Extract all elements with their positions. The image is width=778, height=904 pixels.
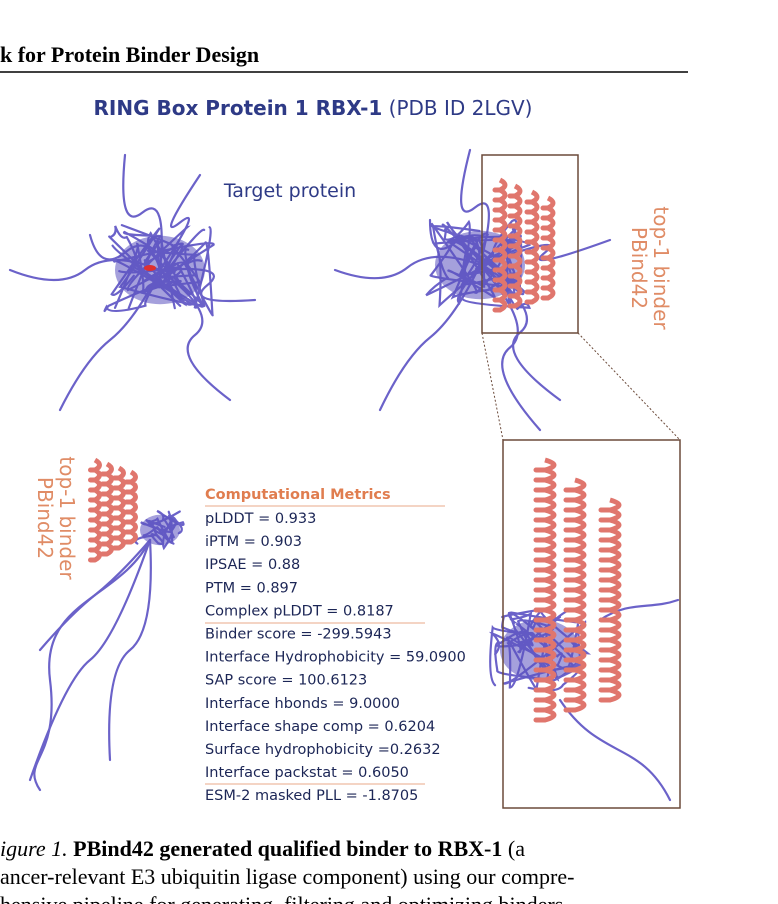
binder-label-right: PBind42 top-1 binder xyxy=(627,206,673,330)
protein-tail xyxy=(108,538,152,762)
running-header: k for Protein Binder Design xyxy=(0,42,259,67)
zoom-box xyxy=(502,439,681,809)
binder-helix xyxy=(563,477,587,713)
binder-helix xyxy=(492,177,508,313)
metrics-list: pLDDT = 0.933 iPTM = 0.903 IPSAE = 0.88 PTM… xyxy=(205,511,466,804)
binder-helix xyxy=(100,461,114,557)
metric-line: Surface hydrophobicity =0.2632 xyxy=(205,742,441,758)
caption-line: ancer-relevant E3 ubiquitin ligase compo… xyxy=(0,864,574,889)
figure-title-bold: RING Box Protein 1 RBX-1 xyxy=(94,96,383,120)
metric-line: pLDDT = 0.933 xyxy=(205,511,316,527)
protein-core-fill xyxy=(140,514,180,546)
metric-line: IPSAE = 0.88 xyxy=(205,557,300,573)
binder-helix xyxy=(124,469,138,545)
binder-helix xyxy=(112,465,126,551)
metric-line: Complex pLDDT = 0.8187 xyxy=(205,603,394,619)
zoom-connector xyxy=(481,332,504,441)
metric-line: Interface shape comp = 0.6204 xyxy=(205,719,435,735)
metric-line: Binder score = -299.5943 xyxy=(205,627,392,643)
metric-line: Interface Hydrophobicity = 59.0900 xyxy=(205,650,466,666)
protein-tail xyxy=(122,153,163,272)
protein-tail xyxy=(33,538,152,792)
protein-core-fill xyxy=(115,235,205,305)
binder-label-line: PBind42 xyxy=(627,227,651,309)
binder-helix xyxy=(507,183,523,309)
binder-helix xyxy=(88,457,102,563)
binder-helix xyxy=(533,457,557,723)
metric-line: Interface packstat = 0.6050 xyxy=(205,765,409,781)
protein-core xyxy=(425,219,518,297)
figure-title: RING Box Protein 1 RBX-1 (PDB ID 2LGV) xyxy=(94,96,533,120)
binder-helix xyxy=(524,189,540,305)
ligand xyxy=(144,265,156,271)
caption-bold: PBind42 generated qualified binder to RB… xyxy=(73,836,502,861)
protein-tail xyxy=(460,148,490,267)
binder-label-line: top-1 binder xyxy=(649,206,673,330)
caption-text: (a xyxy=(508,836,525,861)
binder-label-line: top-1 binder xyxy=(55,456,79,580)
zoom-connector xyxy=(577,332,681,441)
metrics-heading: Computational Metrics xyxy=(205,487,391,503)
metric-line: SAP score = 100.6123 xyxy=(205,673,367,689)
binder-helix xyxy=(540,195,556,301)
figure-title-rest: (PDB ID 2LGV) xyxy=(389,96,533,120)
caption-line: hensive pipeline for generating, filteri… xyxy=(0,892,563,904)
target-label: Target protein xyxy=(223,180,356,202)
protein-tail xyxy=(558,698,672,802)
protein-tail xyxy=(478,238,612,267)
binder-helix xyxy=(598,497,622,703)
metric-line: PTM = 0.897 xyxy=(205,580,298,596)
metric-line: Interface hbonds = 9.0000 xyxy=(205,696,400,712)
protein-tail xyxy=(28,538,152,782)
zoom-region xyxy=(481,154,579,334)
caption-label: igure 1. xyxy=(0,836,68,861)
metric-line: iPTM = 0.903 xyxy=(205,534,302,550)
binder-label-left: PBind42 top-1 binder xyxy=(33,456,79,580)
caption-line: igure 1. PBind42 generated qualified bin… xyxy=(0,836,525,861)
protein-tail xyxy=(598,598,680,622)
protein-renderings xyxy=(8,148,680,802)
binder-label-line: PBind42 xyxy=(33,477,57,559)
metric-line: ESM-2 masked PLL = -1.8705 xyxy=(205,788,418,804)
